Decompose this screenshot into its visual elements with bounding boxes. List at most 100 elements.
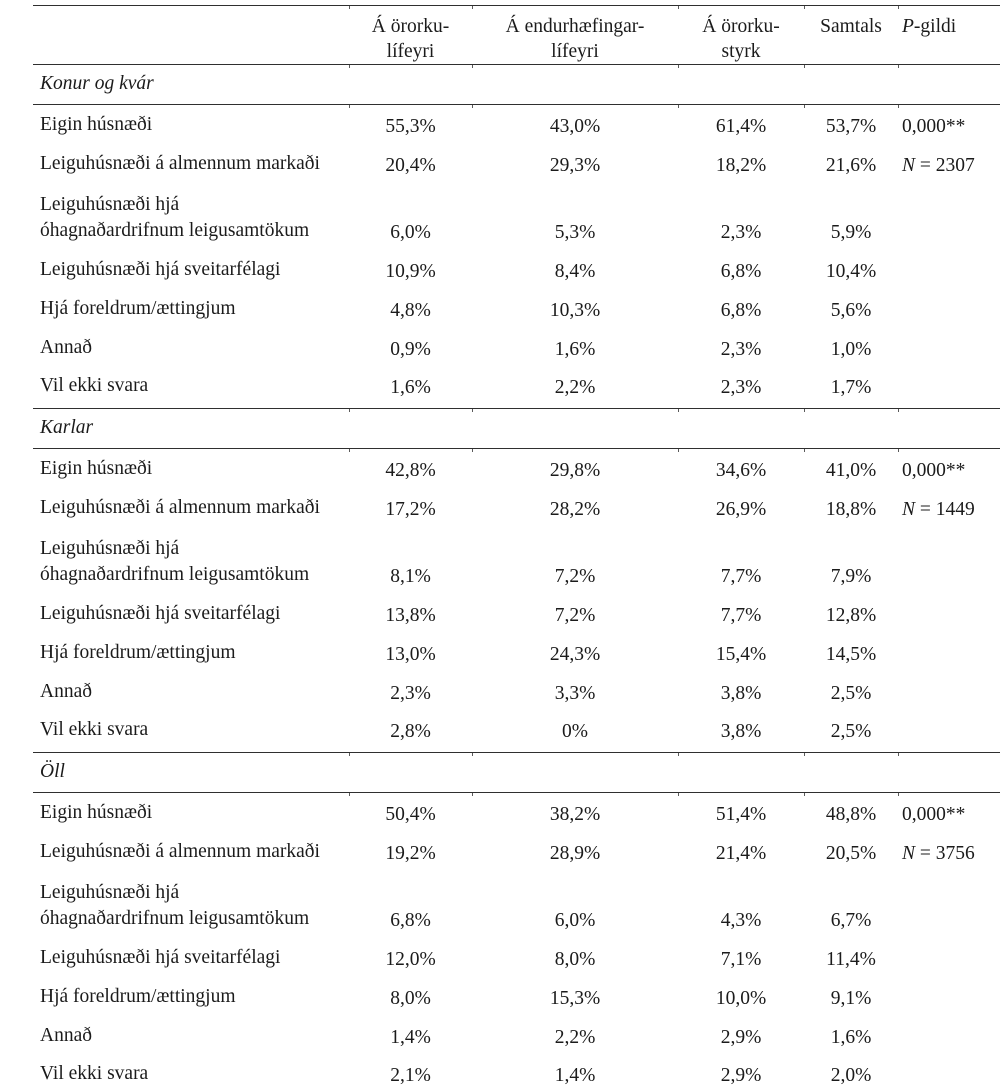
rule-segment <box>471 64 678 68</box>
column-header-line: styrk <box>721 41 761 62</box>
value-cell: 29,8% <box>549 459 601 481</box>
table-row: Leiguhúsnæði hjá óhagnaðardrifnum leigusa… <box>33 874 1000 941</box>
value-cell: 0% <box>562 721 588 742</box>
empty-cell <box>898 714 1000 753</box>
table-row: Hjá foreldrum/ættingjum 13,0% 24,3% 15,4% 14… <box>33 636 1000 675</box>
row-label-line: Leiguhúsnæði hjá <box>40 537 180 559</box>
value-cell: 2,1% <box>390 1065 431 1086</box>
value-cell: 34,6% <box>715 459 767 481</box>
column-header-ororkustyrk: Á örorku- styrk <box>678 9 804 65</box>
rule-segment <box>33 5 349 9</box>
value-cell: 8,1% <box>390 565 431 587</box>
top-rule <box>33 5 1000 9</box>
n-symbol: N <box>902 842 916 864</box>
value-cell: 2,3% <box>720 377 762 398</box>
row-label-line: óhagnaðardrifnum leigusamtökum <box>40 563 310 585</box>
n-value-cell: N = 1449 <box>902 498 975 520</box>
row-label: Eigin húsnæði <box>33 452 349 491</box>
n-value-cell: N = 3756 <box>902 842 975 864</box>
empty-cell <box>898 980 1000 1019</box>
table-row: Hjá foreldrum/ættingjum 8,0% 15,3% 10,0% 9,1… <box>33 980 1000 1019</box>
section-label: Karlar <box>40 417 94 439</box>
value-cell: 15,3% <box>549 987 601 1009</box>
column-header-line: lífeyri <box>386 41 435 62</box>
housing-table: Á örorku- lífeyri Á endurhæfingar- lífey… <box>33 5 1000 1086</box>
row-label-line: Vil ekki svara <box>40 1063 149 1084</box>
table-row: Leiguhúsnæði á almennum markaði 19,2% 28,9… <box>33 835 1000 874</box>
value-cell: 1,6% <box>390 377 431 398</box>
row-label-line: Leiguhúsnæði hjá sveitarfélagi <box>40 602 281 624</box>
row-label-line: Vil ekki svara <box>40 719 149 740</box>
table-row: Leiguhúsnæði á almennum markaði 20,4% 29,3… <box>33 147 1000 186</box>
table-row: Annað 2,3% 3,3% 3,8% 2,5% <box>33 675 1000 714</box>
row-label: Vil ekki svara <box>33 370 349 409</box>
value-cell: 11,4% <box>826 948 876 970</box>
value-cell: 3,8% <box>720 721 762 742</box>
column-header-line: Samtals <box>820 16 882 37</box>
table-header-row: Á örorku- lífeyri Á endurhæfingar- lífey… <box>33 9 1000 65</box>
row-label: Vil ekki svara <box>33 1058 349 1086</box>
rule-segment <box>471 408 678 412</box>
table-row: Eigin húsnæði 42,8% 29,8% 34,6% 41,0% 0,000** <box>33 452 1000 491</box>
rule-segment <box>677 5 804 9</box>
rule-segment <box>803 752 898 756</box>
value-cell: 9,1% <box>830 987 872 1009</box>
empty-header-cell <box>33 9 349 65</box>
value-cell: 61,4% <box>715 115 767 137</box>
row-label-line: óhagnaðardrifnum leigusamtökum <box>40 219 310 241</box>
value-cell: 41,0% <box>825 459 877 481</box>
rule-segment <box>897 64 1000 68</box>
row-label: Leiguhúsnæði á almennum markaði <box>33 147 349 186</box>
value-cell: 29,3% <box>549 154 601 176</box>
empty-cell <box>898 874 1000 941</box>
value-cell: 6,0% <box>390 221 431 243</box>
value-cell: 2,3% <box>720 221 762 243</box>
rule-segment <box>471 103 678 108</box>
value-cell: 10,3% <box>549 299 601 321</box>
value-cell: 7,2% <box>554 604 596 626</box>
column-header-p-gildi: P-gildi <box>898 9 1000 65</box>
value-cell: 20,5% <box>825 842 877 864</box>
rule-segment <box>33 408 349 412</box>
rule-segment <box>677 64 804 68</box>
row-label: Leiguhúsnæði hjá óhagnaðardrifnum leigusa… <box>33 186 349 253</box>
n-symbol: N <box>902 498 916 520</box>
rule-segment <box>803 5 898 9</box>
value-cell: 3,8% <box>720 682 762 704</box>
empty-cell <box>898 1019 1000 1058</box>
value-cell: 2,0% <box>830 1065 872 1086</box>
row-label-line: Leiguhúsnæði hjá <box>40 193 180 215</box>
column-header-line: lífeyri <box>551 41 599 62</box>
value-cell: 1,4% <box>390 1026 431 1048</box>
value-cell: 21,4% <box>715 842 767 864</box>
row-label-line: óhagnaðardrifnum leigusamtökum <box>40 907 310 929</box>
row-label-line: Hjá foreldrum/ættingjum <box>40 985 236 1007</box>
rule-segment <box>897 752 1000 756</box>
section-rule <box>33 103 1000 108</box>
empty-cell <box>898 186 1000 253</box>
row-label-line: Leiguhúsnæði hjá <box>40 881 180 903</box>
value-cell: 2,5% <box>830 721 872 742</box>
table-row: Leiguhúsnæði hjá sveitarfélagi 13,8% 7,2% 7… <box>33 597 1000 636</box>
rule-segment <box>803 447 898 452</box>
rule-segment <box>803 408 898 412</box>
p-value-cell: 0,000** <box>902 803 966 825</box>
value-cell: 2,3% <box>390 682 431 704</box>
value-cell: 6,8% <box>720 299 762 321</box>
row-label: Leiguhúsnæði hjá sveitarfélagi <box>33 597 349 636</box>
section-rule <box>33 408 1000 412</box>
value-cell: 10,4% <box>825 260 877 282</box>
value-cell: 38,2% <box>549 803 601 825</box>
n-symbol: N <box>902 154 916 176</box>
row-label-line: Leiguhúsnæði á almennum markaði <box>40 496 320 518</box>
section-rule <box>33 791 1000 796</box>
rule-segment <box>471 791 678 796</box>
value-cell: 7,7% <box>720 604 762 626</box>
value-cell: 12,8% <box>825 604 877 626</box>
table-row: Hjá foreldrum/ættingjum 4,8% 10,3% 6,8% 5,6% <box>33 292 1000 331</box>
value-cell: 43,0% <box>549 115 601 137</box>
value-cell: 2,9% <box>720 1065 762 1086</box>
value-cell: 6,7% <box>830 909 872 931</box>
row-label-line: Leiguhúsnæði á almennum markaði <box>40 152 320 174</box>
row-label: Leiguhúsnæði á almennum markaði <box>33 491 349 530</box>
